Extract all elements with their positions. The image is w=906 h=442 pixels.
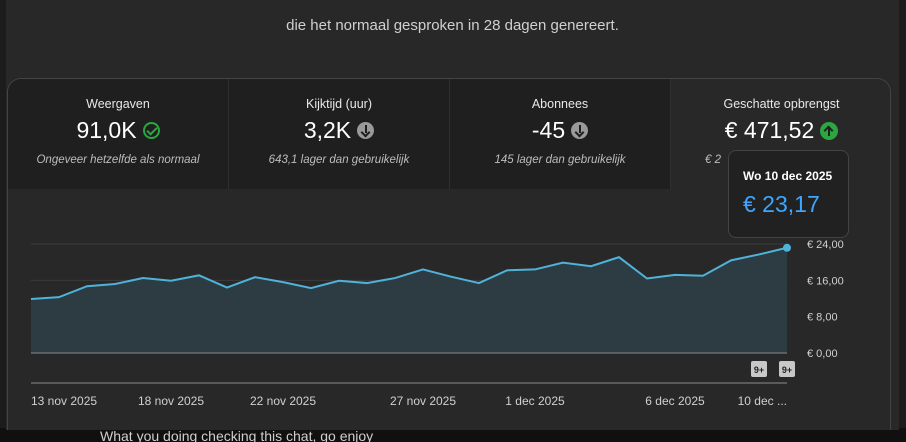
annotation-badge (751, 361, 767, 377)
annotation-badge (779, 361, 795, 377)
chart-tooltip: Wo 10 dec 2025 € 23,17 (728, 150, 849, 238)
metric-label: Geschatte opbrengst (723, 97, 840, 111)
analytics-panel: die het normaal gesproken in 28 dagen ge… (6, 0, 899, 430)
annotation-badge-label: 9+ (782, 365, 792, 375)
metric-comparison: 145 lager dan gebruikelijk (494, 154, 626, 166)
metric-tabs: Weergaven 91,0K Ongeveer hetzelfde als n… (8, 79, 890, 189)
x-tick-label: 6 dec 2025 (645, 394, 705, 408)
metric-tab-views[interactable]: Weergaven 91,0K Ongeveer hetzelfde als n… (8, 79, 229, 189)
y-tick-label: € 16,00 (807, 275, 844, 287)
metric-label: Weergaven (86, 97, 150, 111)
x-tick-label: 22 nov 2025 (250, 394, 316, 408)
check-circle-icon (142, 122, 160, 139)
metric-tab-subscribers[interactable]: Abonnees -45 145 lager dan gebruikelijk (450, 79, 671, 189)
metric-comparison: € 2 (705, 154, 721, 166)
annotation-badge-label: 9+ (754, 365, 764, 375)
arrow-down-circle-icon (571, 122, 589, 139)
metric-tab-watch-time[interactable]: Kijktijd (uur) 3,2K 643,1 lager dan gebr… (229, 79, 450, 189)
metric-value: 91,0K (76, 117, 137, 143)
x-tick-label: 1 dec 2025 (505, 394, 565, 408)
series-line (30, 246, 788, 300)
area-fill (31, 247, 787, 353)
y-tick-label: € 0,00 (807, 348, 838, 360)
x-tick-label: 27 nov 2025 (390, 394, 456, 408)
highlight-point (783, 243, 791, 252)
chat-message-text: What you doing checking this chat, go en… (100, 428, 374, 442)
x-tick-label: 18 nov 2025 (138, 394, 204, 408)
metric-value: 3,2K (303, 117, 352, 143)
analytics-card: Weergaven 91,0K Ongeveer hetzelfde als n… (7, 78, 891, 430)
y-tick-label: € 24,00 (807, 239, 844, 251)
intro-text: die het normaal gesproken in 28 dagen ge… (286, 17, 619, 34)
arrow-down-circle-icon (357, 122, 375, 139)
metric-comparison: Ongeveer hetzelfde als normaal (36, 154, 200, 166)
metric-label: Kijktijd (uur) (306, 97, 372, 111)
metric-label: Abonnees (531, 97, 589, 111)
x-tick-label: 13 nov 2025 (31, 394, 97, 408)
tooltip-value: € 23,17 (743, 191, 820, 217)
revenue-chart[interactable]: € 0,00 € 8,00 € 16,00 € 24,00 9+ 9+ 13 nov 202… (8, 79, 891, 430)
metric-value: € 471,52 (724, 117, 815, 143)
background-chat-strip (0, 428, 906, 442)
metric-value: -45 (531, 117, 566, 143)
metric-comparison: 643,1 lager dan gebruikelijk (268, 154, 410, 166)
arrow-up-circle-icon (820, 121, 839, 140)
y-tick-label: € 8,00 (807, 312, 838, 324)
x-tick-label: 10 dec ... (738, 394, 787, 408)
tooltip-date: Wo 10 dec 2025 (743, 169, 833, 183)
